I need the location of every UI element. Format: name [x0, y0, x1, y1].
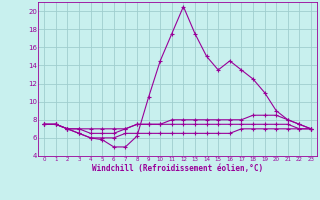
X-axis label: Windchill (Refroidissement éolien,°C): Windchill (Refroidissement éolien,°C)	[92, 164, 263, 173]
